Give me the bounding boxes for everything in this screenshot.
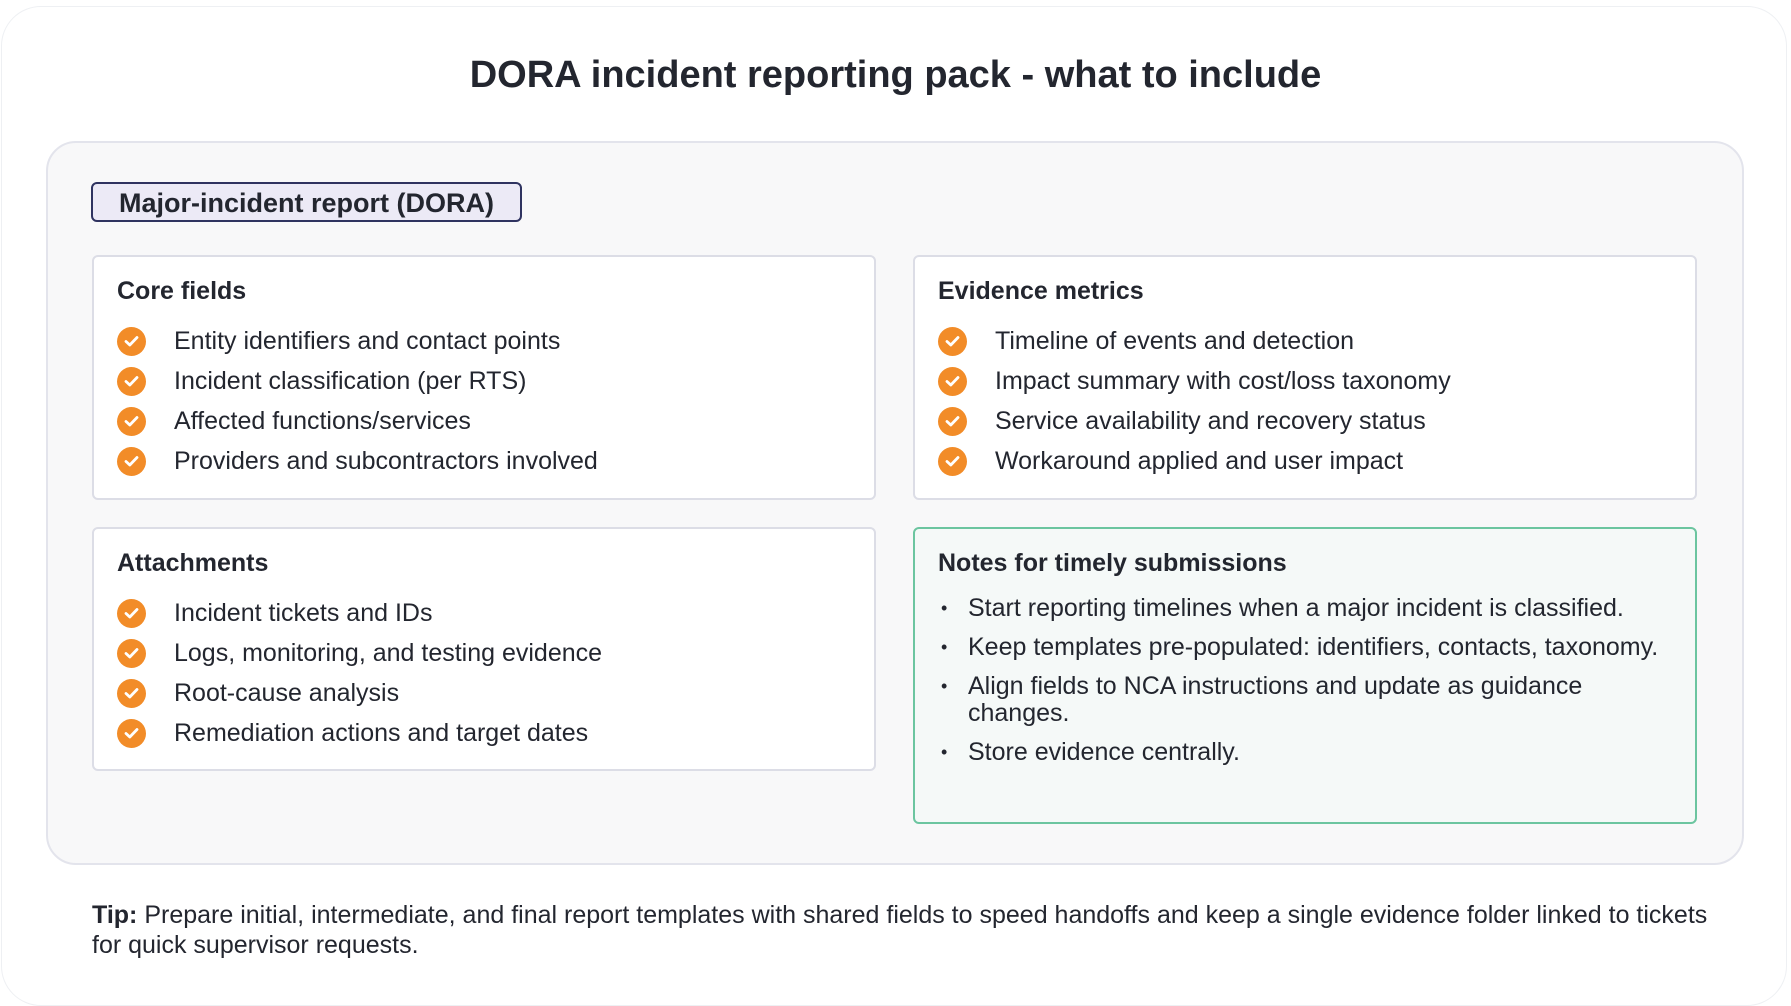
check-circle-icon <box>117 326 146 356</box>
check-circle-icon <box>938 366 967 396</box>
evidence-metrics-card: Evidence metrics Timeline of events and d… <box>913 255 1697 500</box>
note-text: Keep templates pre-populated: identifier… <box>968 633 1659 661</box>
check-circle-icon <box>117 678 146 708</box>
checklist-item: Impact summary with cost/loss taxonomy <box>938 361 1451 401</box>
notes-list: • Start reporting timelines when a major … <box>938 595 1665 778</box>
checklist-item: Root-cause analysis <box>117 673 602 713</box>
bullet-icon: • <box>941 742 948 762</box>
checklist-item-label: Entity identifiers and contact points <box>174 326 561 355</box>
checklist-item-label: Incident classification (per RTS) <box>174 366 527 395</box>
checklist-item: Providers and subcontractors involved <box>117 441 598 481</box>
check-circle-icon <box>117 446 146 476</box>
check-circle-icon <box>938 446 967 476</box>
notes-heading: Notes for timely submissions <box>938 549 1287 577</box>
check-circle-icon <box>117 366 146 396</box>
checklist-item: Remediation actions and target dates <box>117 713 602 753</box>
note-item: • Align fields to NCA instructions and up… <box>938 673 1665 727</box>
checklist: Entity identifiers and contact points Inc… <box>117 321 598 481</box>
note-item: • Store evidence centrally. <box>938 739 1665 766</box>
checklist-item: Incident classification (per RTS) <box>117 361 598 401</box>
checklist-item: Affected functions/services <box>117 401 598 441</box>
checklist-item: Incident tickets and IDs <box>117 593 602 633</box>
checklist-item-label: Providers and subcontractors involved <box>174 446 598 475</box>
notes-card: Notes for timely submissions • Start repo… <box>913 527 1697 824</box>
checklist-item-label: Root-cause analysis <box>174 678 400 707</box>
note-text: Store evidence centrally. <box>968 738 1240 766</box>
checklist: Incident tickets and IDs Logs, monitoring… <box>117 593 602 753</box>
card-heading: Attachments <box>117 549 269 577</box>
core-fields-card: Core fields Entity identifiers and contac… <box>92 255 876 500</box>
note-text: Align fields to NCA instructions and upd… <box>968 672 1583 727</box>
checklist-item-label: Impact summary with cost/loss taxonomy <box>995 366 1451 395</box>
checklist-item-label: Incident tickets and IDs <box>174 598 433 627</box>
check-circle-icon <box>938 406 967 436</box>
checklist-item: Entity identifiers and contact points <box>117 321 598 361</box>
bullet-icon: • <box>941 676 948 696</box>
tip-body: Prepare initial, intermediate, and final… <box>92 901 1708 959</box>
checklist-item-label: Affected functions/services <box>174 406 471 435</box>
check-circle-icon <box>117 638 146 668</box>
check-circle-icon <box>938 326 967 356</box>
checklist-item-label: Service availability and recovery status <box>995 406 1426 435</box>
check-circle-icon <box>117 406 146 436</box>
bullet-icon: • <box>941 637 948 657</box>
checklist-item-label: Workaround applied and user impact <box>995 446 1404 475</box>
note-text: Start reporting timelines when a major i… <box>968 594 1624 622</box>
page-title: DORA incident reporting pack - what to i… <box>469 54 1322 96</box>
report-badge: Major-incident report (DORA) <box>91 182 522 222</box>
card-heading: Core fields <box>117 277 247 305</box>
bullet-icon: • <box>941 598 948 618</box>
checklist-item: Logs, monitoring, and testing evidence <box>117 633 602 673</box>
checklist-item: Service availability and recovery status <box>938 401 1451 441</box>
note-item: • Keep templates pre-populated: identifie… <box>938 634 1665 661</box>
checklist-item-label: Remediation actions and target dates <box>174 718 589 747</box>
note-item: • Start reporting timelines when a major … <box>938 595 1665 622</box>
checklist-item-label: Logs, monitoring, and testing evidence <box>174 638 603 667</box>
checklist-item: Workaround applied and user impact <box>938 441 1451 481</box>
checklist: Timeline of events and detection Impact s… <box>938 321 1451 481</box>
attachments-card: Attachments Incident tickets and IDs Logs,… <box>92 527 876 771</box>
check-circle-icon <box>117 718 146 748</box>
card-heading: Evidence metrics <box>938 277 1144 305</box>
check-circle-icon <box>117 598 146 628</box>
tip-label: Tip: <box>92 901 138 929</box>
tip-text: Tip: Prepare initial, intermediate, and … <box>92 900 1712 960</box>
checklist-item-label: Timeline of events and detection <box>995 326 1355 355</box>
checklist-item: Timeline of events and detection <box>938 321 1451 361</box>
